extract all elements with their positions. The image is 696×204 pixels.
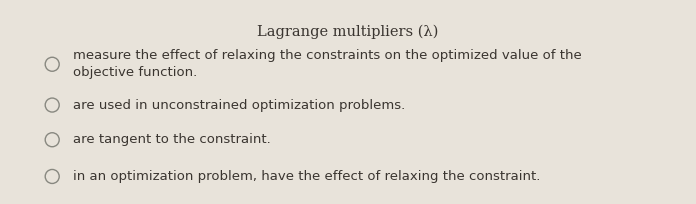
Ellipse shape bbox=[45, 57, 59, 71]
Ellipse shape bbox=[45, 170, 59, 183]
Text: Lagrange multipliers (λ): Lagrange multipliers (λ) bbox=[258, 24, 438, 39]
Text: are used in unconstrained optimization problems.: are used in unconstrained optimization p… bbox=[73, 99, 405, 112]
Text: are tangent to the constraint.: are tangent to the constraint. bbox=[73, 133, 271, 146]
Text: in an optimization problem, have the effect of relaxing the constraint.: in an optimization problem, have the eff… bbox=[73, 170, 541, 183]
Ellipse shape bbox=[45, 98, 59, 112]
Ellipse shape bbox=[45, 133, 59, 147]
Text: measure the effect of relaxing the constraints on the optimized value of the
obj: measure the effect of relaxing the const… bbox=[73, 49, 582, 79]
